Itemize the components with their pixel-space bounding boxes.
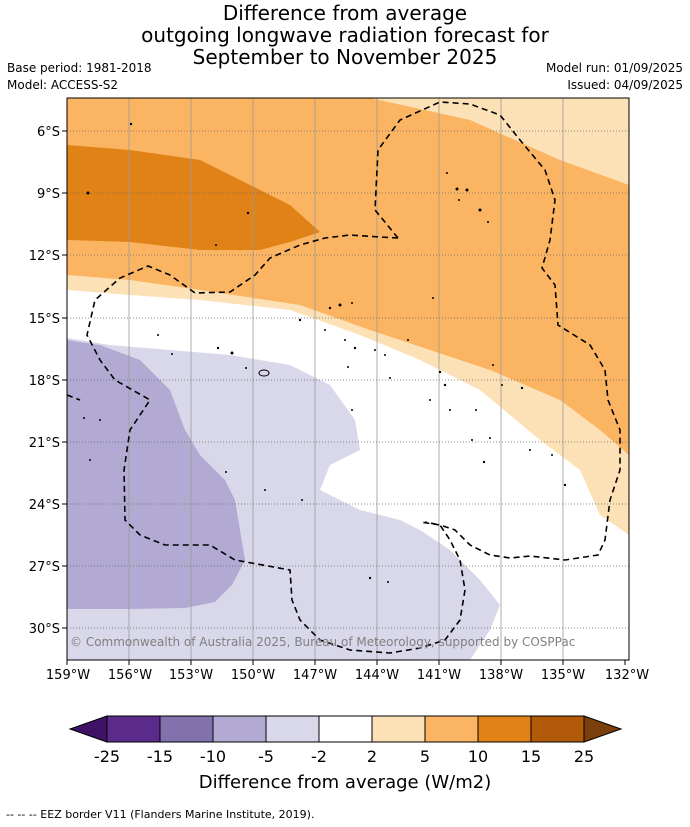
latitude-axis: 6°S 9°S 12°S 15°S 18°S 21°S 24°S 27°S 30… [29, 125, 67, 637]
colorbar-swatch [319, 716, 372, 742]
colorbar-high-arrow [584, 716, 621, 742]
lat-label: 30°S [29, 622, 60, 637]
colorbar-tick: -5 [258, 747, 274, 766]
colorbar-swatch [531, 716, 584, 742]
lat-label: 21°S [29, 436, 60, 451]
colorbar-label: Difference from average (W/m2) [199, 772, 491, 793]
map-plot: © Commonwealth of Australia 2025, Bureau… [67, 98, 629, 660]
lon-label: 138°W [479, 668, 523, 683]
colorbar-swatch [266, 716, 319, 742]
lat-label: 6°S [37, 125, 60, 140]
colorbar-swatch [107, 716, 160, 742]
colorbar-swatch [372, 716, 425, 742]
colorbar-tick: 15 [521, 747, 541, 766]
lat-label: 12°S [29, 249, 60, 264]
lat-label: 9°S [37, 187, 60, 202]
colorbar-ticks: -25 -15 -10 -5 -2 2 5 10 15 25 [94, 747, 594, 766]
eez-footnote: -- -- -- EEZ border V11 (Flanders Marine… [6, 808, 314, 821]
lon-label: 150°W [231, 668, 275, 683]
colorbar [70, 716, 621, 742]
longitude-axis: 159°W 156°W 153°W 150°W 147°W 144°W 141°… [46, 660, 649, 683]
colorbar-tick: 2 [367, 747, 377, 766]
lat-label: 18°S [29, 374, 60, 389]
colorbar-tick: -10 [200, 747, 226, 766]
colorbar-tick: 10 [468, 747, 488, 766]
colorbar-tick: -25 [94, 747, 120, 766]
lon-label: 159°W [46, 668, 90, 683]
lon-label: 132°W [605, 668, 649, 683]
colorbar-swatch [160, 716, 213, 742]
lon-label: 144°W [355, 668, 399, 683]
colorbar-tick: 25 [574, 747, 594, 766]
colorbar-swatch [425, 716, 478, 742]
copyright-text: © Commonwealth of Australia 2025, Bureau… [70, 635, 575, 649]
lon-label: 156°W [108, 668, 152, 683]
lon-label: 141°W [417, 668, 461, 683]
lat-label: 24°S [29, 498, 60, 513]
colorbar-tick: -15 [147, 747, 173, 766]
lat-label: 15°S [29, 312, 60, 327]
colorbar-tick: 5 [420, 747, 430, 766]
colorbar-swatch [213, 716, 266, 742]
map-figure: © Commonwealth of Australia 2025, Bureau… [0, 0, 690, 827]
colorbar-swatch [478, 716, 531, 742]
lon-label: 147°W [293, 668, 337, 683]
lat-label: 27°S [29, 560, 60, 575]
lon-label: 153°W [169, 668, 213, 683]
lon-label: 135°W [541, 668, 585, 683]
colorbar-tick: -2 [311, 747, 327, 766]
colorbar-low-arrow [70, 716, 107, 742]
